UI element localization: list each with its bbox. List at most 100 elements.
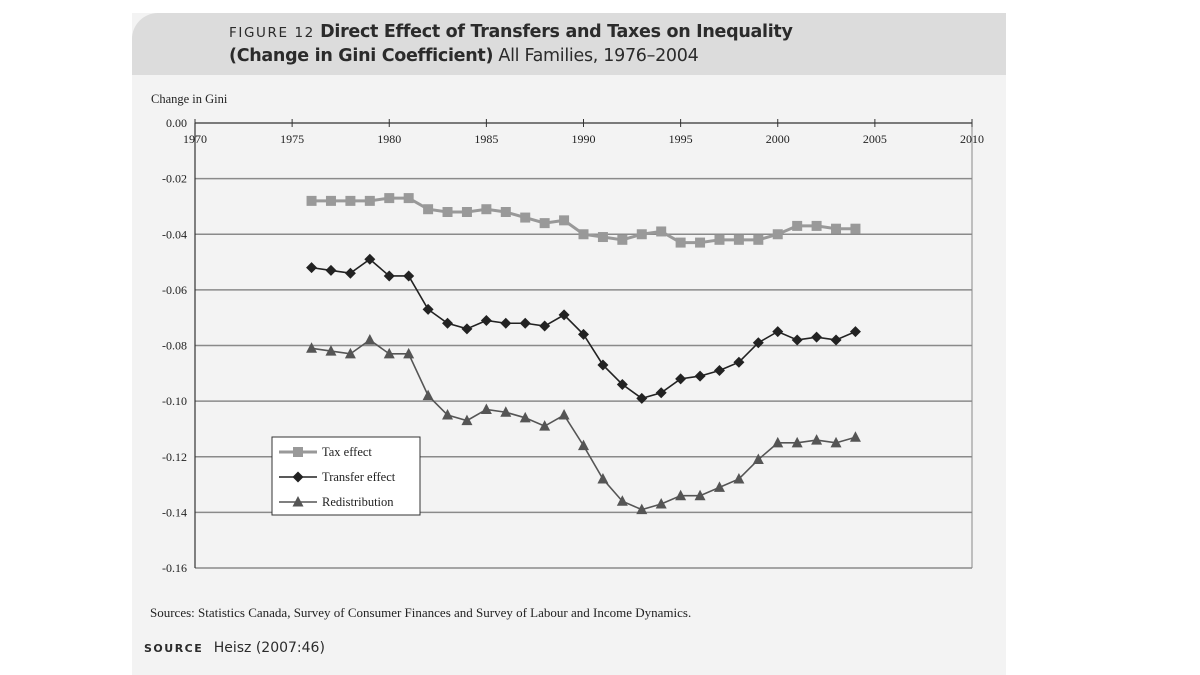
data-point-transfer-effect (733, 356, 745, 368)
data-point-tax-effect (325, 195, 336, 206)
y-tick-label: -0.08 (162, 339, 187, 353)
data-point-tax-effect (481, 204, 492, 215)
source-label: SOURCE (144, 642, 204, 655)
y-tick-label: -0.04 (162, 227, 187, 241)
data-point-transfer-effect (344, 267, 356, 279)
data-point-transfer-effect (636, 392, 648, 404)
x-tick-label: 1985 (474, 132, 498, 146)
data-point-tax-effect (345, 195, 356, 206)
data-point-transfer-effect (480, 314, 492, 326)
series-line-transfer-effect (311, 258, 856, 400)
data-point-redistribution (306, 342, 318, 353)
data-point-redistribution (811, 434, 823, 445)
data-point-transfer-effect (364, 253, 376, 265)
legend-label-redistribution: Redistribution (322, 495, 394, 509)
y-axis-label: Change in Gini (151, 92, 228, 106)
data-point-tax-effect (695, 237, 706, 248)
x-tick-label: 2000 (766, 132, 790, 146)
y-tick-label: -0.02 (162, 172, 187, 186)
data-point-tax-effect (384, 193, 395, 204)
data-point-redistribution (694, 489, 706, 501)
data-point-transfer-effect (422, 303, 434, 315)
y-tick-label: 0.00 (166, 116, 187, 130)
data-point-tax-effect (714, 234, 725, 245)
figure-panel: FIGURE 12 Direct Effect of Transfers and… (132, 13, 1006, 675)
figure-subtitle: All Families, 1976–2004 (498, 46, 699, 66)
x-tick-label: 1990 (572, 132, 596, 146)
y-tick-label: -0.16 (162, 561, 187, 575)
data-point-tax-effect (403, 193, 414, 204)
sources-note: Sources: Statistics Canada, Survey of Co… (150, 605, 692, 620)
data-point-transfer-effect (694, 370, 706, 382)
x-tick-label: 1980 (377, 132, 401, 146)
data-point-redistribution (636, 503, 648, 515)
data-point-transfer-effect (539, 320, 551, 332)
data-point-tax-effect (442, 207, 453, 217)
data-point-tax-effect (733, 234, 744, 245)
data-point-redistribution (364, 333, 376, 345)
data-point-transfer-effect (461, 323, 473, 335)
data-point-redistribution (675, 489, 687, 501)
figure-title-line-2: (Change in Gini Coefficient) All Familie… (229, 46, 699, 66)
data-point-tax-effect (559, 215, 570, 226)
x-tick-label: 2010 (960, 132, 984, 146)
x-tick-label: 1975 (280, 132, 304, 146)
data-point-transfer-effect (791, 334, 803, 346)
data-point-tax-effect (461, 207, 472, 217)
data-point-tax-effect (597, 232, 608, 243)
data-point-tax-effect (753, 234, 764, 245)
data-point-redistribution (597, 473, 609, 484)
data-point-redistribution (403, 347, 415, 359)
y-tick-label: -0.14 (162, 505, 187, 519)
data-point-redistribution (616, 495, 628, 506)
x-tick-label: 1995 (669, 132, 693, 146)
data-point-redistribution (480, 403, 492, 414)
y-tick-label: -0.10 (162, 394, 187, 408)
data-point-transfer-effect (325, 264, 337, 276)
data-point-redistribution (344, 347, 356, 359)
data-point-transfer-effect (811, 331, 823, 343)
figure-label: FIGURE 12 (229, 25, 315, 41)
data-point-tax-effect (850, 223, 861, 234)
data-point-tax-effect (364, 195, 375, 206)
y-tick-label: -0.06 (162, 283, 187, 297)
figure-header: FIGURE 12 Direct Effect of Transfers and… (132, 13, 1006, 75)
data-point-transfer-effect (519, 317, 531, 329)
data-point-redistribution (383, 347, 395, 359)
data-point-redistribution (558, 409, 570, 420)
data-point-redistribution (713, 481, 725, 492)
data-point-redistribution (772, 436, 784, 448)
data-point-tax-effect (617, 234, 628, 245)
data-point-tax-effect (500, 207, 511, 217)
legend-marker-transfer-effect (292, 471, 304, 483)
data-point-transfer-effect (675, 373, 687, 385)
source-credit: SOURCE Heisz (2007:46) (144, 640, 325, 656)
data-point-redistribution (791, 436, 803, 448)
x-tick-label: 1970 (183, 132, 207, 146)
data-point-redistribution (442, 409, 454, 420)
data-point-transfer-effect (713, 365, 725, 377)
y-tick-label: -0.12 (162, 450, 187, 464)
legend-marker-redistribution (292, 496, 304, 507)
data-point-tax-effect (520, 212, 531, 223)
data-point-tax-effect (772, 229, 783, 240)
figure-subtitle-bold: (Change in Gini Coefficient) (229, 46, 494, 66)
data-point-redistribution (500, 406, 512, 417)
data-point-transfer-effect (830, 334, 842, 346)
data-point-transfer-effect (383, 270, 395, 282)
data-point-tax-effect (423, 204, 434, 215)
data-point-tax-effect (578, 229, 589, 240)
data-point-transfer-effect (616, 378, 628, 390)
x-tick-label: 2005 (863, 132, 887, 146)
data-point-transfer-effect (500, 317, 512, 329)
data-point-tax-effect (636, 229, 647, 240)
data-point-tax-effect (811, 220, 822, 231)
legend-label-transfer-effect: Transfer effect (322, 470, 396, 484)
data-point-redistribution (733, 473, 745, 484)
data-point-tax-effect (539, 218, 550, 229)
data-point-tax-effect (675, 237, 686, 248)
data-point-tax-effect (831, 223, 842, 234)
data-point-tax-effect (656, 226, 667, 237)
data-point-redistribution (461, 414, 473, 426)
data-point-tax-effect (306, 195, 317, 206)
